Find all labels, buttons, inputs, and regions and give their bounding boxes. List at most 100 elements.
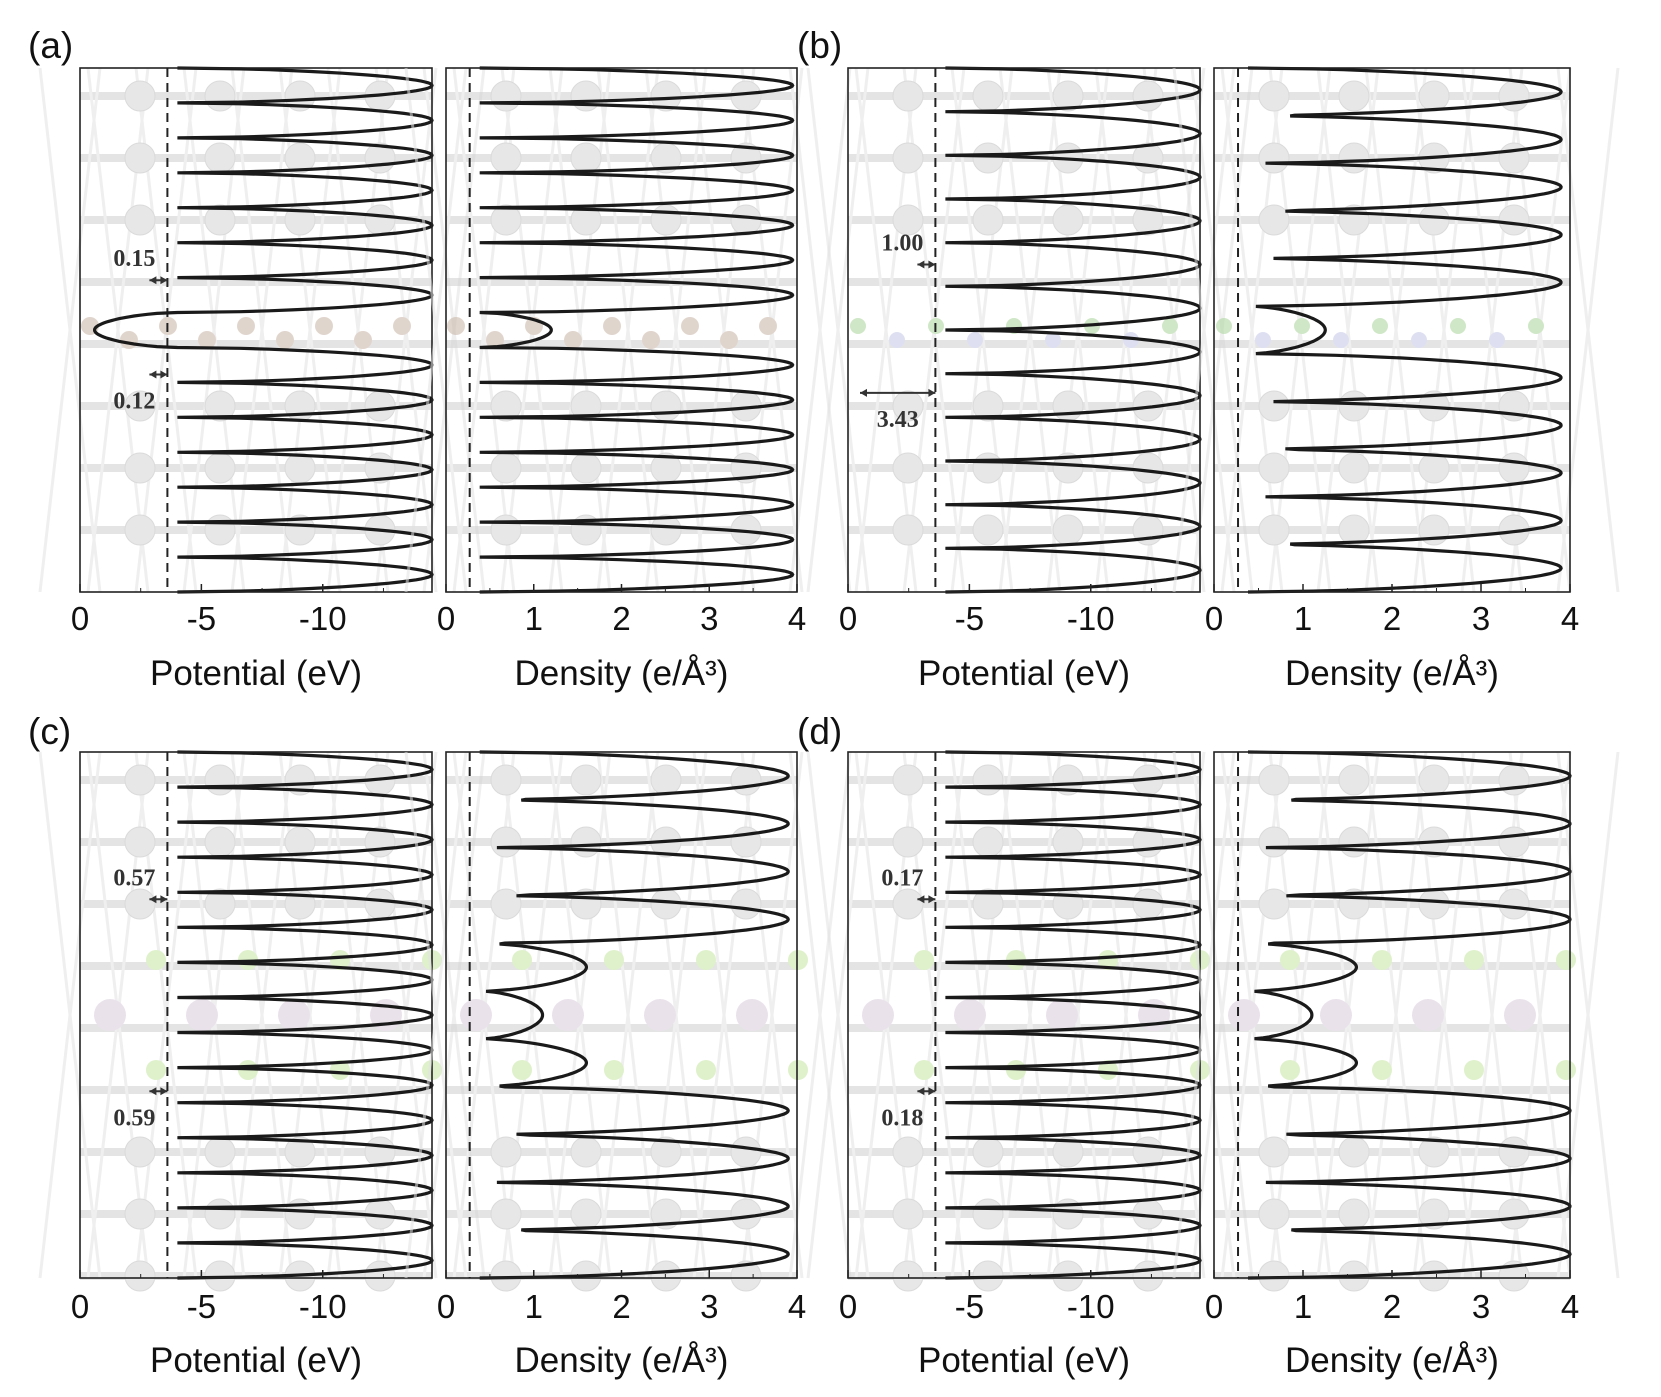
lattice-bond xyxy=(374,751,438,1279)
lattice-bond xyxy=(1142,751,1206,1279)
atom xyxy=(1338,826,1370,858)
atom xyxy=(570,390,602,422)
barrier-annotation: 0.12 xyxy=(113,370,168,415)
lattice-bond xyxy=(134,751,198,1279)
atom xyxy=(490,390,522,422)
barrier-annotation: 0.17 xyxy=(881,865,936,904)
tick-label: 4 xyxy=(788,1288,806,1325)
atom xyxy=(1098,950,1118,970)
atom xyxy=(604,950,624,970)
atom xyxy=(1052,452,1084,484)
atom xyxy=(1418,1198,1450,1230)
potential-curve xyxy=(945,66,1202,594)
tick-label: 0 xyxy=(437,1288,455,1325)
atom xyxy=(1258,764,1290,796)
atom xyxy=(490,1136,522,1168)
atom xyxy=(364,390,396,422)
potential-subplot: 0 -5 -10 Potential (eV) 1.00 3.43 xyxy=(806,66,1254,693)
lattice-bond xyxy=(38,67,102,593)
density-curve xyxy=(479,750,790,1280)
barrier-label: 0.17 xyxy=(881,865,923,891)
lattice-bond xyxy=(1556,67,1620,593)
barrier-label: 0.18 xyxy=(881,1105,923,1131)
atom xyxy=(1258,204,1290,236)
atom xyxy=(284,514,316,546)
atom xyxy=(364,204,396,236)
atom xyxy=(124,452,156,484)
tick-label: 1 xyxy=(525,1288,543,1325)
arrow-head xyxy=(149,895,157,904)
lattice-bond xyxy=(596,67,660,593)
atom xyxy=(1280,1060,1300,1080)
arrow-head xyxy=(917,260,925,269)
axis-title: Density (e/Å³) xyxy=(1285,654,1499,693)
barrier-label: 3.43 xyxy=(877,407,919,433)
atom xyxy=(759,317,777,335)
panel-label: (b) xyxy=(797,25,842,66)
atom xyxy=(570,764,602,796)
atom xyxy=(1498,1260,1530,1292)
barrier-annotation: 0.18 xyxy=(881,1087,936,1131)
tick-label: 2 xyxy=(1383,1288,1401,1325)
axis-title: Density (e/Å³) xyxy=(515,654,729,693)
atom xyxy=(1320,999,1352,1031)
tick-label: -5 xyxy=(955,600,984,637)
barrier-annotation: 0.57 xyxy=(113,865,168,904)
lattice-bond xyxy=(1364,67,1428,593)
atom xyxy=(124,764,156,796)
atom xyxy=(460,999,492,1031)
atom xyxy=(1052,1136,1084,1168)
tick-label: 2 xyxy=(612,600,630,637)
atom xyxy=(124,1136,156,1168)
atom xyxy=(1258,1198,1290,1230)
axis-title: Potential (eV) xyxy=(918,654,1130,693)
lattice-bond xyxy=(1172,751,1236,1279)
atom xyxy=(972,390,1004,422)
arrow-head xyxy=(917,895,925,904)
atom xyxy=(490,764,522,796)
atom xyxy=(276,331,294,349)
atom xyxy=(892,514,924,546)
atom xyxy=(284,452,316,484)
potential-subplot: 0 -5 -10 Potential (eV) 0.17 0.18 xyxy=(806,750,1254,1380)
atom xyxy=(124,888,156,920)
atom xyxy=(1258,826,1290,858)
axis-title: Potential (eV) xyxy=(918,1341,1130,1380)
atom xyxy=(1489,332,1505,348)
tick-label: -10 xyxy=(299,600,347,637)
atom xyxy=(512,950,532,970)
axis-title: Density (e/Å³) xyxy=(1285,1341,1499,1380)
lattice-bond xyxy=(1172,67,1236,593)
atom xyxy=(490,1198,522,1230)
atom xyxy=(1372,1060,1392,1080)
barrier-label: 0.15 xyxy=(113,246,155,272)
atom xyxy=(204,514,236,546)
atom xyxy=(1046,999,1078,1031)
atom xyxy=(1338,764,1370,796)
atom xyxy=(972,1198,1004,1230)
atom xyxy=(204,390,236,422)
density-subplot: 0 1 2 3 4 Density (e/Å³) xyxy=(404,750,852,1380)
atom xyxy=(650,1136,682,1168)
atom xyxy=(730,204,762,236)
panel-a: (a) 0 -5 -10 Potential (eV) 0.15 0.12 0 1 2 3 4 Dens… xyxy=(28,25,852,693)
atom xyxy=(490,80,522,112)
atom xyxy=(1098,1060,1118,1080)
tick-label: 1 xyxy=(1294,600,1312,637)
atom xyxy=(650,80,682,112)
density-subplot: 0 1 2 3 4 Density (e/Å³) xyxy=(1172,66,1620,693)
atom xyxy=(1338,1136,1370,1168)
atom xyxy=(967,332,983,348)
atom xyxy=(1418,764,1450,796)
axis-title: Density (e/Å³) xyxy=(515,1341,729,1380)
lattice-bond xyxy=(404,67,468,593)
arrow-head xyxy=(160,370,168,379)
atom xyxy=(730,888,762,920)
barrier-label: 0.57 xyxy=(113,865,155,891)
lattice-bond xyxy=(230,751,294,1279)
atom xyxy=(650,204,682,236)
atom xyxy=(972,888,1004,920)
lattice-bond xyxy=(740,751,804,1279)
tick-label: -10 xyxy=(1067,1288,1115,1325)
atom xyxy=(1052,514,1084,546)
